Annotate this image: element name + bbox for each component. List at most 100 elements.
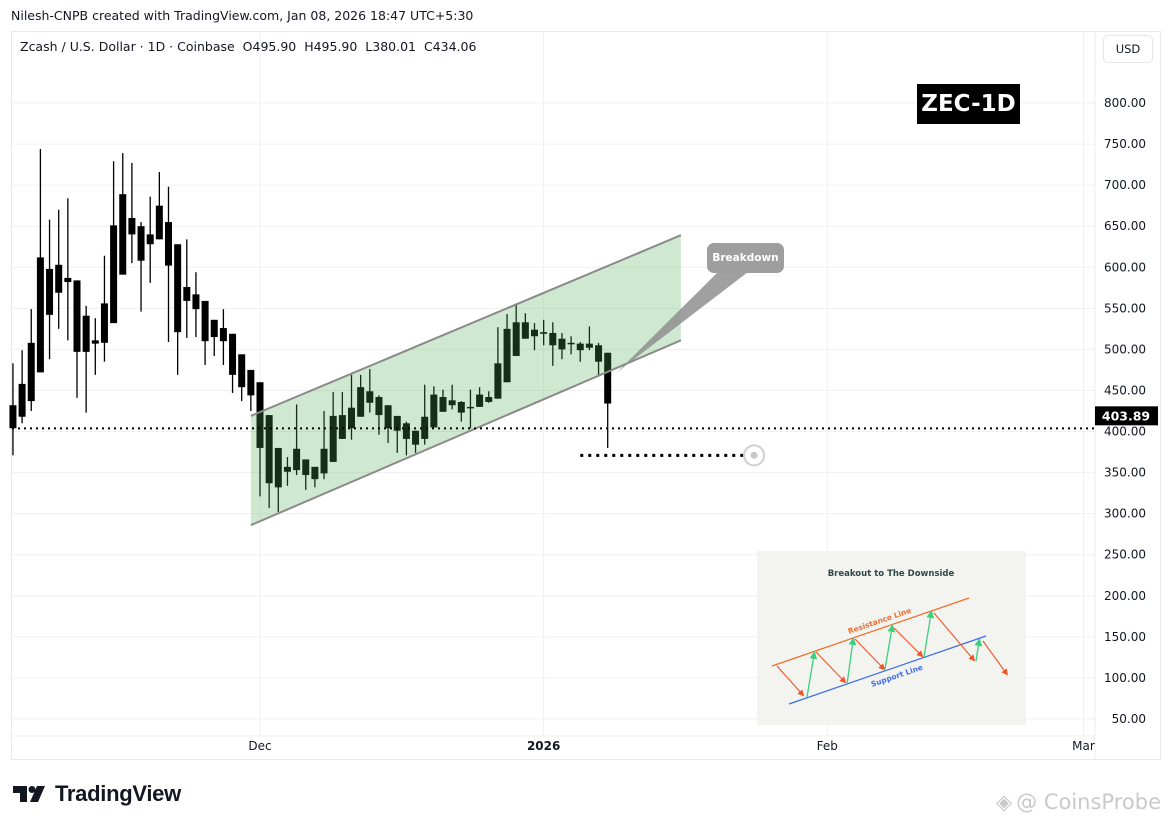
candle-body bbox=[265, 415, 273, 484]
candle-body bbox=[366, 391, 374, 403]
channel-lower-line[interactable] bbox=[250, 339, 682, 527]
candle-body bbox=[302, 459, 310, 476]
y-tick-label: 200.00 bbox=[1104, 589, 1146, 603]
candle bbox=[73, 280, 81, 398]
y-tick-label: 350.00 bbox=[1104, 466, 1146, 480]
candle-body bbox=[73, 280, 81, 352]
candle-body bbox=[165, 222, 172, 266]
candle-body bbox=[521, 322, 529, 339]
candle bbox=[64, 198, 72, 341]
candle bbox=[119, 153, 127, 275]
x-tick-label: Mar bbox=[1072, 739, 1095, 753]
candle-body bbox=[146, 234, 154, 245]
candle-body bbox=[457, 401, 465, 413]
candle bbox=[46, 219, 54, 360]
candle bbox=[466, 389, 474, 429]
candles bbox=[9, 148, 612, 513]
candle-body bbox=[549, 332, 557, 346]
currency-button[interactable]: USD bbox=[1103, 35, 1153, 63]
candle bbox=[302, 459, 310, 490]
y-tick-label: 50.00 bbox=[1112, 712, 1146, 726]
channel-upper-line[interactable] bbox=[250, 234, 682, 417]
candle bbox=[457, 401, 465, 422]
candle-body bbox=[348, 407, 355, 429]
candle bbox=[256, 382, 264, 497]
ohlc-low: L380.01 bbox=[365, 39, 416, 54]
candle bbox=[494, 327, 502, 399]
candle bbox=[585, 326, 593, 351]
watermark-text: @ CoinsProbe bbox=[1016, 790, 1161, 814]
candle bbox=[265, 415, 273, 508]
y-tick-label: 300.00 bbox=[1104, 507, 1146, 521]
candle-body bbox=[137, 226, 145, 261]
ohlc-close: C434.06 bbox=[423, 39, 477, 54]
candle bbox=[201, 300, 209, 365]
candle-body bbox=[476, 394, 484, 407]
tradingview-logo-text: TradingView bbox=[55, 781, 181, 806]
coinsprobe-watermark: ◈ @ CoinsProbe bbox=[996, 790, 1161, 814]
inset-down-arrows bbox=[776, 612, 1008, 697]
inset-support-line bbox=[788, 635, 987, 705]
candle-body bbox=[46, 268, 54, 315]
y-tick-label: 400.00 bbox=[1104, 425, 1146, 439]
candle bbox=[402, 421, 410, 456]
candle bbox=[476, 387, 484, 407]
candle-body bbox=[393, 415, 401, 431]
candle-body bbox=[567, 342, 575, 345]
candle bbox=[183, 239, 191, 338]
ascending-channel-fill[interactable] bbox=[250, 235, 681, 526]
candle-body bbox=[119, 194, 127, 275]
y-tick-label: 550.00 bbox=[1104, 301, 1146, 315]
x-tick-label: Dec bbox=[248, 739, 271, 753]
candle-body bbox=[192, 294, 200, 310]
candle-body bbox=[128, 217, 136, 235]
candle bbox=[540, 319, 548, 346]
candle-body bbox=[375, 397, 383, 416]
candle-body bbox=[274, 447, 282, 488]
candle bbox=[192, 272, 200, 338]
candle-body bbox=[585, 343, 593, 348]
candle-body bbox=[558, 338, 566, 350]
y-tick-label: 650.00 bbox=[1104, 219, 1146, 233]
candle-body bbox=[311, 466, 319, 480]
candle bbox=[412, 430, 420, 453]
candle bbox=[576, 341, 584, 362]
candle bbox=[55, 209, 63, 329]
candle bbox=[558, 332, 566, 360]
candle bbox=[320, 410, 328, 480]
candle bbox=[210, 319, 218, 356]
candle bbox=[283, 456, 291, 486]
candle-body bbox=[219, 328, 227, 342]
candle bbox=[36, 148, 44, 373]
tradingview-logo[interactable]: TradingView bbox=[13, 781, 181, 807]
candle-body bbox=[595, 345, 603, 362]
candle bbox=[146, 196, 154, 283]
candle bbox=[229, 333, 237, 393]
callout-pointer bbox=[616, 272, 748, 373]
candle-body bbox=[576, 343, 584, 351]
y-tick-label: 500.00 bbox=[1104, 342, 1146, 356]
candle-body bbox=[402, 423, 410, 439]
candle bbox=[165, 186, 172, 342]
candle-body bbox=[466, 406, 474, 409]
candle-body bbox=[494, 363, 502, 399]
candle bbox=[567, 336, 575, 355]
candle-body bbox=[91, 340, 99, 344]
candle-body bbox=[256, 382, 264, 448]
candle bbox=[348, 374, 355, 440]
candle-body bbox=[229, 333, 237, 375]
candle-body bbox=[283, 466, 291, 472]
last-price-label: 403.89 bbox=[1102, 408, 1150, 423]
candle-body bbox=[540, 332, 548, 334]
candle bbox=[512, 303, 520, 356]
last-price-label-box bbox=[1095, 406, 1158, 426]
candle-body bbox=[604, 352, 612, 404]
candle-body bbox=[430, 394, 438, 428]
candle-body bbox=[293, 448, 301, 471]
candle bbox=[430, 386, 438, 428]
inset-up-arrows bbox=[806, 610, 983, 698]
coinsprobe-icon: ◈ bbox=[996, 790, 1013, 814]
candle-body bbox=[210, 319, 218, 338]
candle-body bbox=[64, 277, 72, 283]
